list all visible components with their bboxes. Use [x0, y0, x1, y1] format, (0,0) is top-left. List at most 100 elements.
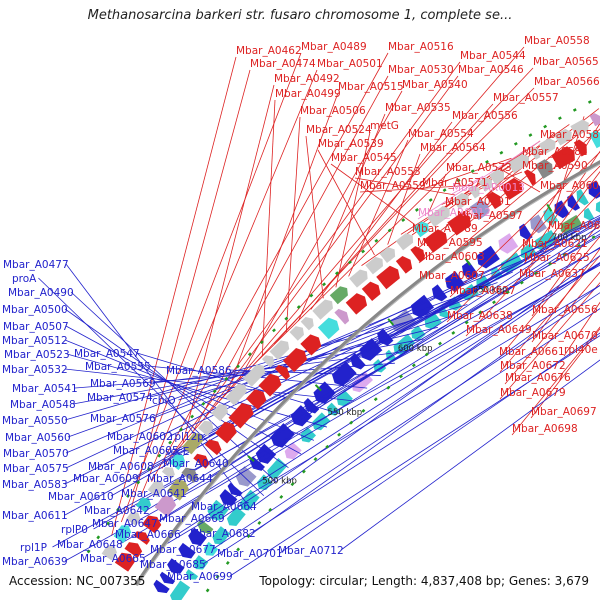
forward-gene-arrow	[214, 421, 237, 444]
forward-gene-label: Mbar_A0623	[548, 220, 600, 232]
forward-leader-line	[335, 131, 371, 288]
forward-gene-label: metG	[370, 120, 399, 132]
reverse-gene-label: Mbar_A0490	[8, 287, 74, 299]
reverse-leader-line	[64, 368, 354, 402]
forward-leader-line	[215, 67, 534, 405]
forward-gene-label: Mbar_A0697	[531, 406, 597, 418]
forward-leader-line	[204, 75, 459, 418]
outer-feature-arrow	[101, 545, 117, 561]
forward-leader-line	[161, 61, 461, 469]
inner-feature-arrow	[284, 442, 302, 460]
reverse-gene-arrow	[519, 223, 533, 241]
forward-leader-line	[140, 69, 318, 496]
forward-gene-arrow	[133, 531, 150, 545]
forward-leader-line	[330, 163, 415, 225]
forward-leader-line	[451, 175, 484, 195]
forward-gene-arrow	[523, 169, 536, 186]
forward-leader-line	[359, 185, 470, 193]
reverse-leader-line	[64, 222, 600, 516]
forward-gene-arrow	[395, 255, 413, 274]
tick-label: 550 kbp	[328, 408, 363, 418]
outer-feature-arrow	[182, 432, 203, 455]
forward-leader-line	[427, 173, 447, 215]
reverse-leader-line	[208, 261, 529, 437]
forward-gene-label: Mbar_A0621	[522, 238, 588, 250]
forward-gene-arrow	[486, 191, 502, 210]
outer-feature-arrow	[427, 206, 450, 227]
inner-feature-arrow	[393, 333, 416, 355]
forward-gene-label: Mbar_A0556	[452, 110, 518, 122]
accession-text: Accession: NC_007355	[9, 574, 146, 588]
forward-gene-label: Mbar_A0661	[499, 346, 565, 358]
reverse-leader-line	[64, 308, 289, 469]
tick-mark	[464, 258, 472, 266]
reverse-leader-line	[136, 352, 341, 415]
reverse-leader-line	[142, 284, 600, 559]
reverse-leader-line	[65, 221, 592, 469]
reverse-leader-line	[177, 261, 600, 535]
forward-leader-line	[387, 153, 421, 245]
reverse-gene-arrow	[178, 542, 196, 559]
reverse-leader-line	[340, 359, 600, 551]
forward-gene-label: Mbar_A0698	[512, 423, 578, 435]
forward-gene-label: Mbar_AR0012	[418, 207, 491, 219]
reverse-gene-label: Mbar_A0682	[190, 528, 256, 540]
reverse-gene-label: Mbar_A0500	[2, 304, 68, 316]
outer-feature-arrow	[395, 233, 414, 251]
forward-gene-arrow	[447, 212, 472, 236]
backbone-highlight	[136, 163, 600, 587]
forward-gene-arrow	[376, 265, 400, 290]
backbone-arc	[134, 160, 600, 587]
reverse-gene-label: Mbar_A0677	[150, 544, 216, 556]
topology-text: Topology: circular; Length: 4,837,408 bp…	[259, 574, 589, 588]
map-title: Methanosarcina barkeri str. fusaro chrom…	[87, 8, 513, 23]
forward-gene-arrow	[142, 515, 162, 534]
forward-leader-line	[354, 177, 456, 196]
reverse-leader-line	[252, 284, 600, 534]
reverse-gene-label: Mbar_A0512	[2, 335, 68, 347]
inner-feature-arrow	[336, 390, 353, 407]
forward-gene-label: Mbar_A0649	[466, 324, 532, 336]
forward-gene-arrow	[317, 317, 340, 340]
forward-gene-arrow	[228, 403, 254, 429]
outer-feature-arrow	[289, 326, 304, 341]
reverse-gene-label: Mbar_A0664	[191, 501, 257, 513]
outer-feature-arrow	[261, 355, 275, 368]
outer-feature-arrow	[312, 299, 333, 320]
reverse-leader-line	[154, 246, 600, 524]
forward-gene-label: Mbar_A0589	[412, 223, 478, 235]
forward-gene-label: Mbar_A0516	[388, 41, 454, 53]
reverse-gene-arrow	[410, 294, 435, 318]
outer-feature-arrow	[349, 269, 368, 288]
forward-leader-line	[531, 220, 600, 317]
reverse-leader-line	[229, 335, 600, 577]
forward-gene-arrow	[334, 308, 350, 325]
forward-gene-label: Mbar_A0604	[540, 180, 600, 192]
backbone-ring	[134, 160, 600, 587]
forward-gene-label: Mbar_A0546	[458, 64, 524, 76]
forward-gene-label: Mbar_A0573	[446, 162, 512, 174]
forward-gene-label: Mbar_A0553	[355, 166, 421, 178]
reverse-gene-label: rpl12p	[170, 431, 204, 443]
forward-gene-arrow	[361, 281, 381, 302]
forward-gene-label: Mbar_A0597	[457, 210, 523, 222]
reverse-gene-label: Mbar_A0647	[92, 518, 158, 530]
forward-gene-arrow	[300, 334, 322, 356]
reverse-leader-line	[67, 282, 498, 438]
forward-gene-arrow	[245, 389, 267, 410]
forward-leader-line	[182, 84, 275, 443]
forward-leader-line	[227, 92, 339, 393]
forward-gene-label: Mbar_A0489	[301, 41, 367, 53]
reverse-gene-arrow	[255, 443, 277, 464]
forward-gene-label: Mbar_A0492	[274, 73, 340, 85]
reverse-gene-label: Mbar_A0605	[113, 445, 179, 457]
inner-feature-arrow	[169, 580, 191, 600]
reverse-gene-label: Mbar_A0555	[85, 361, 151, 373]
forward-gene-arrow	[469, 199, 490, 221]
reverse-leader-line	[225, 219, 600, 464]
reverse-gene-label: Mbar_A0576	[90, 413, 156, 425]
reverse-gene-label: Mbar_A0586	[166, 365, 232, 377]
forward-gene-arrow	[181, 467, 199, 483]
forward-leader-line	[418, 128, 600, 283]
tick-label: 600 kbp	[398, 344, 433, 354]
